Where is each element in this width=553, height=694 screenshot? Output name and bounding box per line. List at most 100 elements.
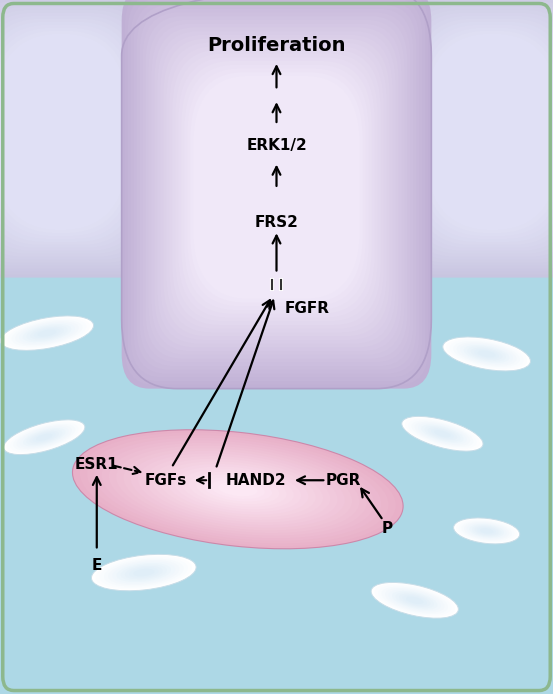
FancyBboxPatch shape: [0, 1, 154, 263]
Ellipse shape: [457, 342, 517, 366]
FancyBboxPatch shape: [163, 38, 390, 337]
Ellipse shape: [474, 349, 499, 359]
Ellipse shape: [125, 566, 163, 579]
FancyBboxPatch shape: [0, 7, 149, 257]
Ellipse shape: [211, 480, 265, 499]
Ellipse shape: [443, 337, 530, 371]
FancyBboxPatch shape: [181, 61, 372, 314]
Ellipse shape: [133, 569, 154, 576]
FancyBboxPatch shape: [173, 50, 380, 325]
Ellipse shape: [403, 595, 427, 605]
Ellipse shape: [80, 432, 396, 546]
FancyBboxPatch shape: [145, 16, 408, 359]
Ellipse shape: [189, 472, 286, 507]
Text: ERK1/2: ERK1/2: [246, 138, 307, 153]
Ellipse shape: [174, 466, 301, 512]
FancyBboxPatch shape: [401, 4, 553, 260]
Ellipse shape: [91, 555, 196, 591]
Ellipse shape: [374, 584, 455, 617]
Ellipse shape: [395, 593, 434, 608]
FancyBboxPatch shape: [392, 0, 553, 271]
Ellipse shape: [23, 428, 65, 446]
FancyBboxPatch shape: [387, 0, 553, 278]
Ellipse shape: [7, 421, 82, 453]
Ellipse shape: [36, 434, 53, 441]
Ellipse shape: [462, 521, 512, 541]
Ellipse shape: [116, 446, 359, 533]
FancyBboxPatch shape: [166, 42, 387, 332]
Ellipse shape: [204, 477, 272, 502]
Ellipse shape: [121, 564, 167, 581]
Ellipse shape: [34, 328, 60, 338]
Ellipse shape: [95, 438, 381, 541]
FancyBboxPatch shape: [154, 27, 399, 348]
Ellipse shape: [19, 323, 75, 344]
Ellipse shape: [408, 419, 477, 448]
Ellipse shape: [405, 418, 480, 450]
Ellipse shape: [13, 424, 75, 450]
Ellipse shape: [456, 519, 517, 543]
Ellipse shape: [153, 459, 323, 520]
FancyBboxPatch shape: [406, 10, 553, 254]
Ellipse shape: [123, 448, 352, 530]
Ellipse shape: [138, 453, 338, 525]
Text: ESR1: ESR1: [75, 457, 118, 473]
Ellipse shape: [450, 339, 524, 369]
FancyBboxPatch shape: [184, 65, 369, 310]
Ellipse shape: [446, 338, 527, 370]
Ellipse shape: [480, 528, 493, 534]
Ellipse shape: [96, 556, 192, 589]
FancyBboxPatch shape: [0, 19, 140, 245]
Ellipse shape: [108, 560, 179, 585]
Ellipse shape: [131, 450, 345, 528]
Ellipse shape: [27, 325, 67, 341]
FancyBboxPatch shape: [143, 12, 410, 362]
FancyBboxPatch shape: [134, 1, 419, 373]
Ellipse shape: [434, 430, 451, 437]
FancyBboxPatch shape: [0, 0, 161, 271]
FancyBboxPatch shape: [0, 10, 147, 254]
FancyBboxPatch shape: [169, 46, 384, 329]
Ellipse shape: [371, 582, 458, 618]
Text: E: E: [92, 558, 102, 573]
Ellipse shape: [406, 597, 424, 604]
Ellipse shape: [218, 482, 258, 496]
Ellipse shape: [415, 422, 470, 446]
Ellipse shape: [160, 462, 316, 517]
FancyBboxPatch shape: [0, 0, 166, 278]
Ellipse shape: [418, 423, 467, 444]
Ellipse shape: [453, 341, 520, 367]
FancyBboxPatch shape: [394, 0, 553, 269]
FancyBboxPatch shape: [0, 0, 164, 275]
Ellipse shape: [399, 594, 430, 607]
Ellipse shape: [428, 428, 457, 440]
Text: PGR: PGR: [325, 473, 361, 488]
Ellipse shape: [109, 443, 367, 536]
Ellipse shape: [411, 421, 473, 447]
FancyBboxPatch shape: [193, 76, 360, 299]
FancyBboxPatch shape: [399, 1, 553, 263]
FancyBboxPatch shape: [149, 20, 404, 355]
FancyBboxPatch shape: [152, 24, 401, 351]
FancyBboxPatch shape: [0, 33, 128, 230]
Ellipse shape: [471, 348, 503, 360]
Ellipse shape: [469, 524, 504, 538]
FancyBboxPatch shape: [175, 53, 378, 321]
Ellipse shape: [378, 585, 451, 616]
Ellipse shape: [402, 416, 483, 451]
Ellipse shape: [87, 435, 389, 543]
FancyBboxPatch shape: [158, 31, 395, 344]
FancyBboxPatch shape: [0, 31, 131, 233]
FancyBboxPatch shape: [0, 12, 145, 251]
FancyBboxPatch shape: [425, 33, 553, 230]
FancyBboxPatch shape: [397, 0, 553, 266]
FancyBboxPatch shape: [389, 0, 553, 275]
Ellipse shape: [477, 527, 496, 534]
Ellipse shape: [38, 330, 56, 337]
Ellipse shape: [112, 561, 175, 584]
Ellipse shape: [100, 557, 188, 588]
Ellipse shape: [431, 429, 454, 439]
Text: FGFs: FGFs: [145, 473, 187, 488]
Ellipse shape: [10, 423, 79, 452]
Ellipse shape: [464, 522, 509, 540]
